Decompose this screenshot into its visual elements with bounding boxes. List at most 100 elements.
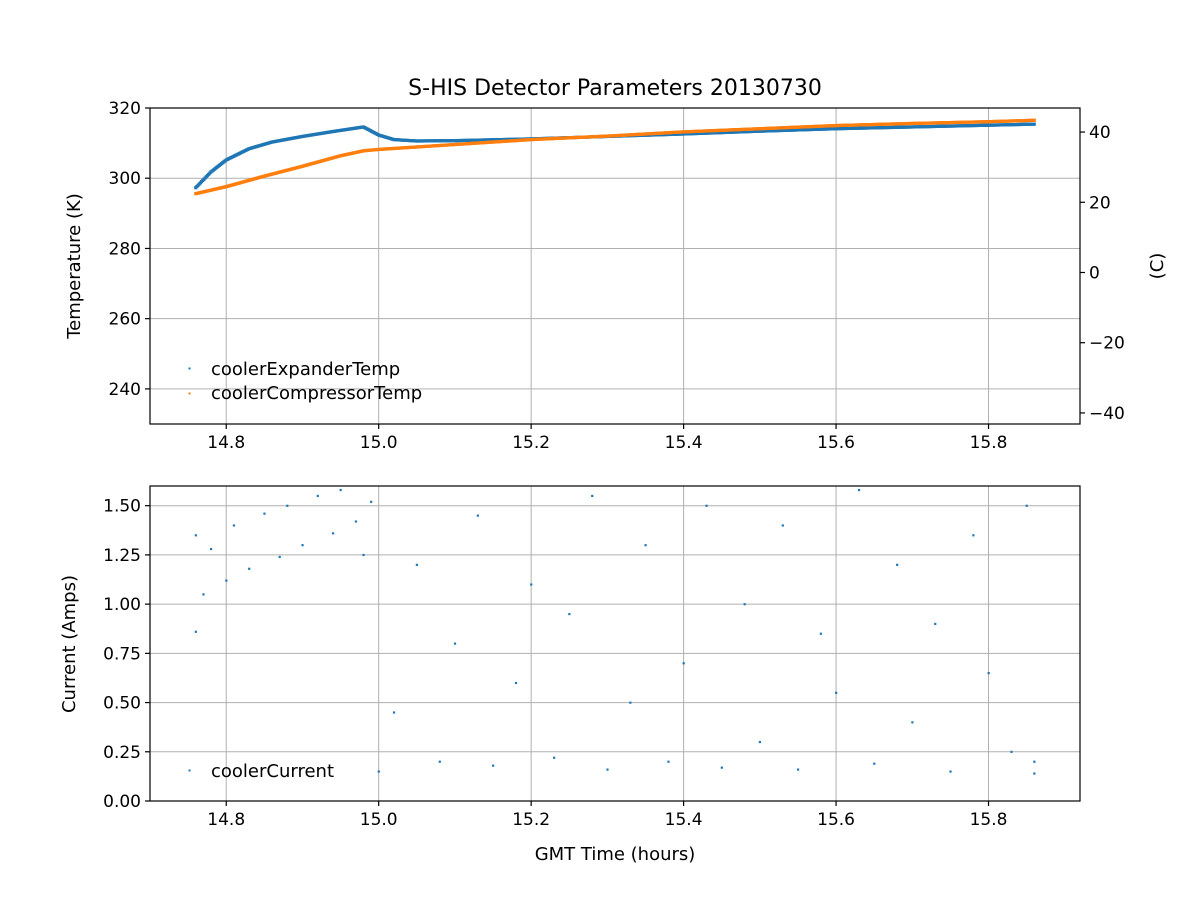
cooler-compressor-temp-point <box>1032 118 1036 122</box>
top-y-axis-label: Temperature (K) <box>64 193 85 340</box>
top-y2-tick-label: 20 <box>1089 193 1111 213</box>
top-y-tick-label: 260 <box>109 310 141 330</box>
cooler-current-point <box>667 760 670 763</box>
top-y2-tick-label: 0 <box>1089 263 1100 283</box>
top-plot-frame <box>149 107 1081 425</box>
cooler-current-point <box>232 524 236 527</box>
cooler-current-point <box>225 579 228 582</box>
cooler-current-point <box>934 622 937 626</box>
cooler-current-point <box>1033 760 1036 763</box>
top-y-tick-label: 280 <box>109 239 141 259</box>
chart-title: S-HIS Detector Parameters 20130730 <box>408 76 822 101</box>
cooler-current-point <box>873 762 876 765</box>
cooler-current-point <box>568 612 571 616</box>
cooler-current-point <box>819 632 823 635</box>
bottom-x-ticks: 14.8 15.0 15.2 15.4 15.6 15.8 <box>207 801 1007 830</box>
bottom-y-tick-label: 1.25 <box>103 546 141 566</box>
cooler-current-point <box>392 711 396 714</box>
cooler-current-point <box>202 593 205 596</box>
cooler-current-point <box>301 544 304 547</box>
top-y-tick-label: 300 <box>109 169 141 189</box>
bottom-series <box>194 488 1036 775</box>
cooler-current-point <box>720 766 723 769</box>
bottom-y-tick-label: 0.50 <box>103 694 141 714</box>
top-y-ticks: 240 260 280 300 320 <box>109 99 150 400</box>
top-x-ticks: 14.8 15.0 15.2 15.4 15.6 15.8 <box>207 424 1007 453</box>
top-temperature-panel: 14.8 15.0 15.2 15.4 15.6 15.8 240 260 280 300 320… <box>64 99 1168 453</box>
top-y2-tick-label: −40 <box>1089 404 1125 424</box>
bottom-y-ticks: 0.00 0.25 0.50 0.75 1.00 1.25 1.50 <box>103 497 150 812</box>
cooler-current-point <box>896 563 899 566</box>
bottom-grid <box>150 486 1080 802</box>
cooler-current-point <box>362 553 365 557</box>
cooler-current-point <box>644 544 647 547</box>
cooler-current-point <box>911 721 914 724</box>
cooler-current-point <box>377 770 380 773</box>
bottom-legend: coolerCurrent <box>188 761 334 782</box>
cooler-current-point <box>758 740 762 744</box>
cooler-current-point <box>835 691 838 694</box>
cooler-current-point <box>530 583 533 586</box>
bottom-y-axis-label: Current (Amps) <box>59 575 80 713</box>
cooler-expander-temp-point <box>1032 122 1036 126</box>
top-y-tick-label: 320 <box>109 99 141 119</box>
legend-label-compressor: coolerCompressorTemp <box>211 383 422 404</box>
cooler-current-point <box>1010 750 1013 753</box>
bottom-x-tick-label: 14.8 <box>207 810 245 830</box>
legend-marker-compressor <box>188 392 191 395</box>
top-x-tick-label: 15.4 <box>665 433 703 453</box>
top-series <box>194 118 1036 196</box>
cooler-current-point <box>629 701 632 704</box>
cooler-current-point <box>354 520 358 523</box>
bottom-plot-frame <box>149 485 1081 802</box>
bottom-x-tick-label: 15.0 <box>360 810 398 830</box>
cooler-current-point <box>781 524 784 527</box>
cooler-current-point <box>438 760 441 763</box>
cooler-current-point <box>743 603 746 606</box>
cooler-current-point <box>682 662 685 665</box>
cooler-current-point <box>415 563 419 566</box>
cooler-current-point <box>606 768 609 771</box>
top-x-tick-label: 15.6 <box>817 433 855 453</box>
top-y2-tick-label: −20 <box>1089 334 1125 354</box>
top-y2-axis-label: (C) <box>1147 253 1168 280</box>
cooler-current-point <box>263 512 266 515</box>
legend-marker-expander <box>188 367 191 370</box>
cooler-current-point <box>370 500 373 503</box>
cooler-current-point <box>1025 504 1028 507</box>
cooler-current-point <box>492 764 495 767</box>
top-y-tick-label: 240 <box>109 380 141 400</box>
bottom-current-panel: 14.8 15.0 15.2 15.4 15.6 15.8 0.00 0.25 0.50 0.7… <box>59 485 1081 865</box>
cooler-current-point <box>796 768 800 771</box>
bottom-y-tick-label: 0.00 <box>103 792 141 812</box>
cooler-current-point <box>1033 772 1036 775</box>
legend-marker-current <box>188 769 191 772</box>
bottom-y-tick-label: 0.75 <box>103 644 141 664</box>
top-x-tick-label: 15.0 <box>360 433 398 453</box>
cooler-current-point <box>705 504 708 507</box>
cooler-current-point <box>248 567 251 570</box>
legend-label-current: coolerCurrent <box>211 761 334 782</box>
top-x-tick-label: 14.8 <box>207 433 245 453</box>
top-x-tick-label: 15.8 <box>970 433 1008 453</box>
bottom-x-tick-label: 15.2 <box>512 810 550 830</box>
cooler-current-point <box>514 681 518 685</box>
cooler-current-point <box>553 756 556 759</box>
cooler-current-point <box>591 494 594 498</box>
bottom-y-tick-label: 1.00 <box>103 595 141 615</box>
cooler-current-point <box>339 488 342 492</box>
bottom-x-tick-label: 15.6 <box>817 810 855 830</box>
top-legend: coolerExpanderTemp coolerCompressorTemp <box>188 359 422 404</box>
cooler-current-point <box>949 770 952 773</box>
cooler-current-point <box>476 514 479 517</box>
cooler-current-point <box>972 534 975 537</box>
bottom-y-tick-label: 1.50 <box>103 497 141 517</box>
cooler-current-point <box>194 534 197 537</box>
legend-label-expander: coolerExpanderTemp <box>211 359 400 380</box>
cooler-current-point <box>209 548 213 551</box>
cooler-current-point <box>453 642 457 645</box>
cooler-current-point <box>194 630 197 633</box>
cooler-current-point <box>331 532 335 535</box>
cooler-current-point <box>857 488 861 492</box>
